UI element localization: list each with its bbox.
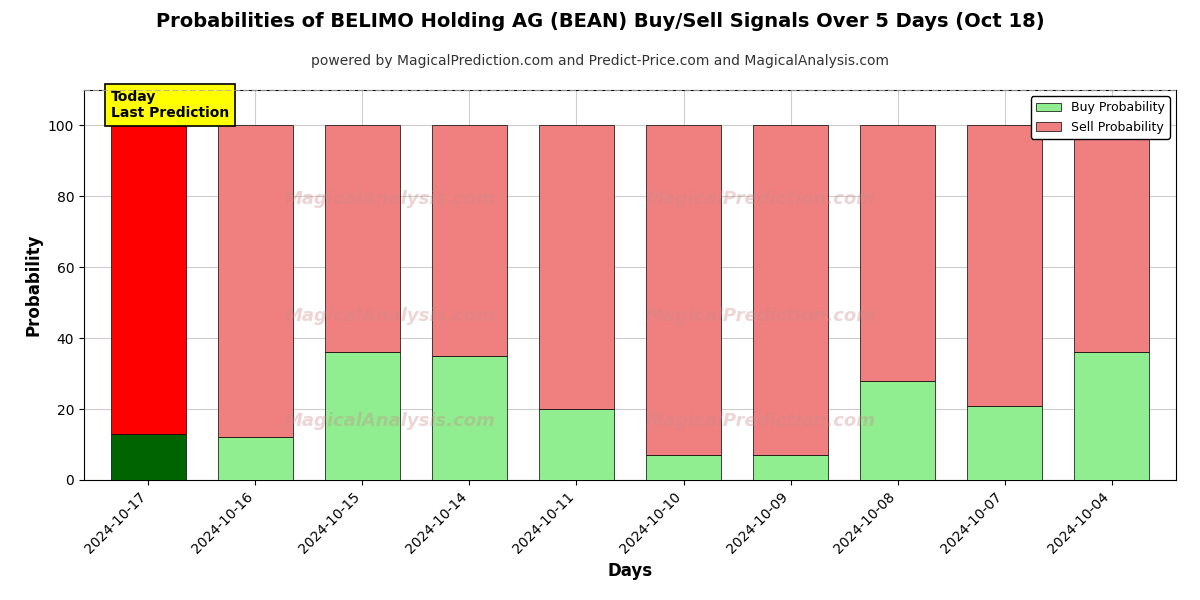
Text: MagicalAnalysis.com: MagicalAnalysis.com: [284, 413, 496, 430]
Bar: [539, 409, 614, 480]
Text: MagicalPrediction.com: MagicalPrediction.com: [646, 413, 876, 430]
Text: MagicalPrediction.com: MagicalPrediction.com: [646, 190, 876, 208]
Bar: [218, 125, 293, 437]
Text: MagicalPrediction.com: MagicalPrediction.com: [646, 307, 876, 325]
Bar: [860, 381, 935, 480]
Bar: [218, 437, 293, 480]
Bar: [754, 125, 828, 455]
Text: Today
Last Prediction: Today Last Prediction: [110, 90, 229, 120]
Bar: [432, 356, 506, 480]
Bar: [432, 125, 506, 356]
Text: Probabilities of BELIMO Holding AG (BEAN) Buy/Sell Signals Over 5 Days (Oct 18): Probabilities of BELIMO Holding AG (BEAN…: [156, 12, 1044, 31]
Text: powered by MagicalPrediction.com and Predict-Price.com and MagicalAnalysis.com: powered by MagicalPrediction.com and Pre…: [311, 54, 889, 68]
Bar: [1074, 125, 1150, 352]
Text: MagicalAnalysis.com: MagicalAnalysis.com: [284, 190, 496, 208]
Text: MagicalAnalysis.com: MagicalAnalysis.com: [284, 307, 496, 325]
Bar: [967, 125, 1042, 406]
Bar: [325, 352, 400, 480]
Bar: [967, 406, 1042, 480]
Bar: [110, 125, 186, 434]
X-axis label: Days: Days: [607, 562, 653, 580]
Bar: [646, 455, 721, 480]
Y-axis label: Probability: Probability: [24, 234, 42, 336]
Bar: [646, 125, 721, 455]
Bar: [1074, 352, 1150, 480]
Bar: [754, 455, 828, 480]
Legend: Buy Probability, Sell Probability: Buy Probability, Sell Probability: [1031, 96, 1170, 139]
Bar: [110, 434, 186, 480]
Bar: [539, 125, 614, 409]
Bar: [860, 125, 935, 381]
Bar: [325, 125, 400, 352]
